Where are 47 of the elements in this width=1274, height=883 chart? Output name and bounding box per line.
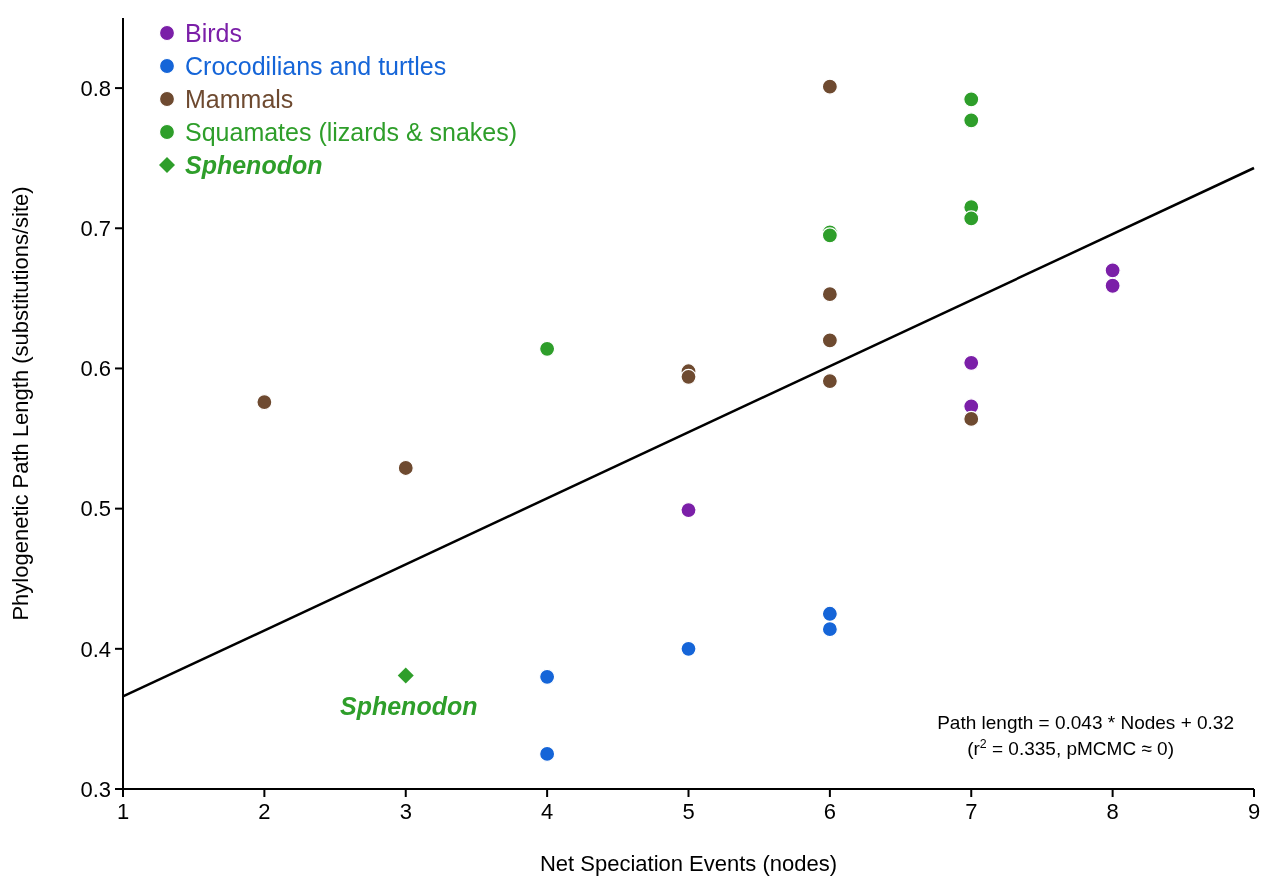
- legend-label: Mammals: [185, 84, 294, 113]
- y-tick-label: 0.7: [80, 215, 111, 241]
- y-tick-label: 0.4: [80, 636, 111, 662]
- point: [680, 501, 697, 519]
- y-tick-label: 0.8: [80, 75, 111, 101]
- point: [539, 668, 556, 685]
- x-tick-label: 5: [682, 799, 695, 824]
- y-tick-label: 0.3: [80, 776, 111, 802]
- legend-label: Birds: [185, 18, 242, 47]
- point: [963, 410, 980, 428]
- annotation: Sphenodon: [340, 692, 478, 721]
- point: [1104, 277, 1121, 294]
- x-tick-label: 3: [399, 799, 412, 824]
- point: [821, 372, 838, 390]
- point: [256, 394, 273, 411]
- point: [1104, 262, 1121, 279]
- point: [397, 667, 414, 684]
- y-tick-label: 0.6: [80, 356, 111, 382]
- point: [963, 91, 980, 108]
- legend-label: Crocodilians and turtles: [185, 51, 447, 80]
- point: [821, 78, 838, 95]
- point: [963, 112, 980, 129]
- legend-label: Sphenodon: [185, 150, 323, 179]
- y-axis-title: Phylogenetic Path Length (substitutions/site): [8, 186, 33, 621]
- point: [963, 354, 980, 371]
- point: [397, 459, 414, 477]
- x-tick-label: 4: [541, 799, 554, 824]
- annotation: Path length = 0.043 * Nodes + 0.32: [937, 712, 1234, 733]
- point: [821, 605, 838, 622]
- x-tick-label: 1: [116, 799, 130, 824]
- x-tick-label: 6: [823, 799, 836, 824]
- legend-label: Squamates (lizards & snakes): [185, 117, 518, 146]
- point: [539, 745, 556, 763]
- point: [963, 210, 980, 227]
- point: [680, 640, 697, 657]
- annotation: (r$^{2}$ = 0.335, pMCMC ≈ 0): [967, 737, 1174, 759]
- x-tick-label: 7: [965, 799, 978, 824]
- point: [680, 368, 697, 385]
- x-tick-label: 8: [1106, 799, 1119, 824]
- x-tick-label: 2: [258, 799, 271, 824]
- x-axis-title: Net Speciation Events (nodes): [539, 851, 838, 876]
- point: [821, 332, 838, 349]
- point: [821, 621, 838, 638]
- x-tick-label: 9: [1247, 799, 1261, 824]
- point: [821, 286, 838, 303]
- y-tick-label: 0.5: [80, 496, 111, 522]
- point: [539, 340, 556, 357]
